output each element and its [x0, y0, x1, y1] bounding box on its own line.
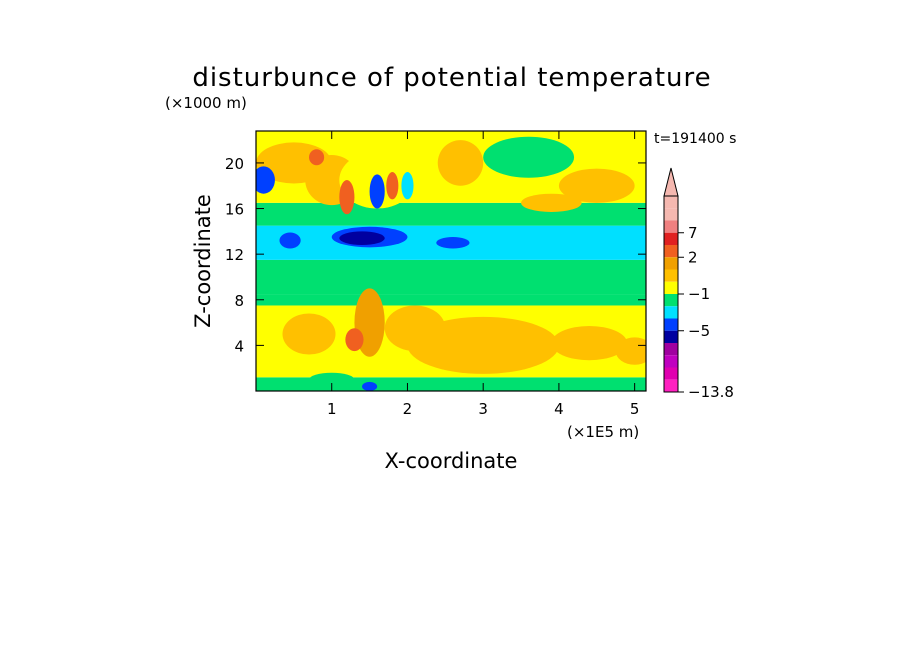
field-anomaly-9 — [558, 168, 635, 203]
colorbar-swatch — [664, 196, 678, 209]
field-anomaly-10 — [521, 193, 582, 212]
colorbar: 7 2 −1 −5 −13.8 — [663, 167, 734, 401]
colorbar-label: −1 — [688, 285, 710, 303]
field-anomaly-16 — [339, 231, 385, 246]
field-anomaly-13 — [256, 166, 275, 194]
colorbar-swatch — [664, 294, 678, 307]
colorbar-swatch — [664, 257, 678, 270]
y-tick-label: 16 — [225, 201, 244, 219]
colorbar-swatch — [664, 318, 678, 331]
colorbar-label: 2 — [688, 248, 698, 266]
y-tick-label: 8 — [234, 292, 244, 310]
field-anomaly-3 — [282, 313, 336, 355]
colorbar-swatch — [664, 306, 678, 319]
colorbar-swatch — [664, 208, 678, 221]
colorbar-label: −13.8 — [688, 383, 734, 401]
field-band-5 — [256, 202, 646, 226]
field-anomaly-23 — [369, 174, 385, 209]
plot-frame — [255, 130, 647, 392]
field-anomaly-11 — [483, 136, 575, 178]
field-anomaly-24 — [386, 172, 399, 200]
field-band-2 — [256, 294, 646, 306]
colorbar-swatch — [664, 232, 678, 245]
colorbar-label: 7 — [688, 224, 698, 242]
colorbar-swatch — [664, 379, 678, 392]
field-anomaly-20 — [362, 381, 378, 391]
y-tick-label: 4 — [234, 337, 244, 355]
time-label: t=191400 s — [654, 131, 736, 147]
field-anomaly-2 — [615, 337, 646, 365]
colorbar-swatch — [664, 245, 678, 258]
y-unit-label: (×1000 m) — [165, 94, 247, 112]
field-anomaly-22 — [339, 180, 355, 215]
colorbar-extend-arrow — [663, 167, 679, 197]
colorbar-swatch — [664, 220, 678, 233]
colorbar-swatch — [664, 343, 678, 356]
field-anomaly-0 — [407, 316, 559, 374]
y-tick-label: 20 — [225, 155, 244, 173]
field-anomaly-5 — [256, 273, 332, 292]
y-axis-title: Z-coordinate — [191, 194, 215, 328]
colorbar-swatch — [664, 330, 678, 343]
field-anomaly-4 — [384, 305, 446, 352]
x-axis-title: X-coordinate — [385, 449, 518, 473]
chart-title: disturbunce of potential temperature — [192, 63, 711, 93]
colorbar-label: −5 — [688, 322, 710, 340]
x-tick-label: 4 — [554, 400, 564, 418]
field-anomaly-8 — [437, 140, 484, 186]
colorbar-swatch — [664, 367, 678, 380]
colorbar-swatch — [664, 281, 678, 294]
field-anomaly-17 — [436, 237, 470, 249]
field-anomaly-26 — [309, 149, 325, 166]
field-anomaly-25 — [401, 172, 414, 200]
colorbar-swatch — [664, 269, 678, 282]
field-anomaly-19 — [345, 328, 364, 352]
x-unit-label: (×1E5 m) — [567, 423, 639, 441]
field-anomaly-21 — [309, 372, 355, 387]
x-tick-label: 5 — [630, 400, 640, 418]
x-tick-label: 3 — [478, 400, 488, 418]
x-tick-label: 1 — [327, 400, 337, 418]
colorbar-swatch — [664, 355, 678, 368]
y-tick-label: 12 — [225, 246, 244, 264]
field-anomaly-1 — [551, 326, 628, 361]
field-anomaly-14 — [279, 232, 301, 249]
x-tick-label: 2 — [403, 400, 413, 418]
